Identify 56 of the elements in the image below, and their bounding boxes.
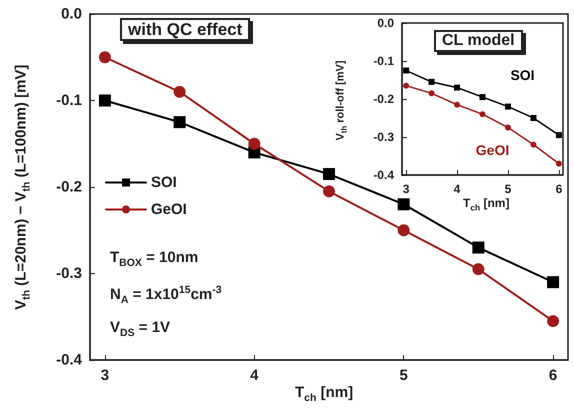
point (398, 224, 410, 236)
point (174, 86, 186, 98)
x-tick-label: 6 (548, 367, 558, 384)
point (480, 94, 486, 100)
point (174, 116, 186, 128)
x-tick-label: 4 (454, 182, 461, 196)
x-tick-label: 5 (400, 367, 408, 384)
y-tick-label: -0.2 (373, 92, 394, 106)
point (98, 94, 111, 106)
point (547, 276, 560, 288)
point (472, 263, 484, 276)
y-tick-label: -0.3 (56, 265, 82, 282)
point (556, 132, 562, 138)
x-tick-label: 5 (504, 182, 512, 196)
y-tick-label: 0.0 (377, 16, 394, 30)
y-tick-label: -0.4 (56, 352, 83, 368)
point (454, 84, 460, 91)
series-label: GeOI (476, 142, 510, 158)
point (556, 160, 562, 167)
series-label: SOI (510, 67, 535, 84)
point (530, 115, 536, 121)
point (398, 198, 410, 210)
point (428, 78, 435, 85)
point (547, 315, 560, 328)
x-tick-label: 3 (402, 182, 410, 196)
y-tick-label: -0.3 (373, 130, 394, 144)
annotation: V$_{DS}$ = 1V (110, 319, 170, 339)
point (472, 242, 484, 254)
legend-label: SOI (151, 174, 177, 191)
point (504, 124, 511, 130)
point (530, 142, 536, 148)
x-axis-title: T$_{ch}$ [nm] (460, 196, 512, 213)
point (428, 90, 435, 96)
legend-label: GeOI (151, 201, 187, 218)
point (454, 102, 460, 108)
y-tick-label: -0.2 (56, 178, 82, 196)
point (323, 168, 335, 180)
y-tick-label: -0.1 (56, 92, 82, 109)
point (403, 82, 410, 89)
x-tick-label: 6 (556, 182, 563, 196)
y-tick-label: -0.1 (373, 54, 394, 68)
y-tick-label: 0.0 (61, 6, 82, 22)
y-tick-label: -0.4 (373, 168, 394, 182)
x-tick-label: 3 (100, 367, 110, 384)
annotation: T$_{BOX}$ = 10nm (110, 249, 198, 269)
point (98, 51, 111, 64)
x-tick-label: 4 (250, 367, 260, 384)
point (403, 68, 410, 74)
annotation: with QC effect (120, 18, 250, 41)
point (480, 111, 486, 118)
point (248, 138, 260, 150)
point (504, 104, 511, 110)
point (323, 185, 335, 198)
x-axis-title: T$_{ch}$ [nm] (295, 384, 354, 404)
annotation: N$_{A}$ = 1x10$^{15}$cm$^{-3}$ (110, 284, 222, 306)
annotation: CL model (434, 30, 523, 52)
